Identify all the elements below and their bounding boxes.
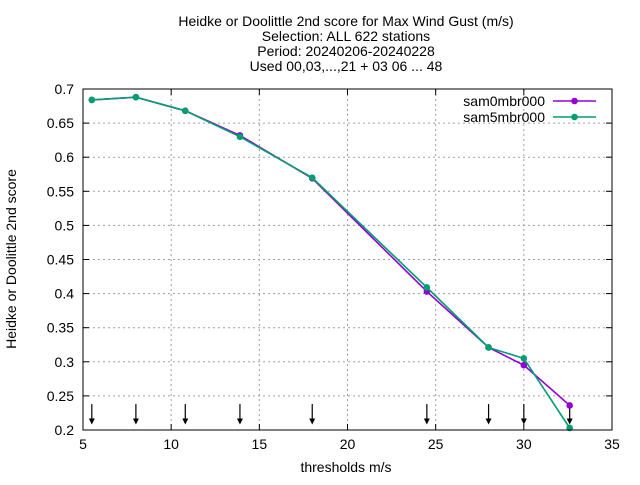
x-tick-label: 5 — [79, 436, 87, 452]
series-lines — [88, 93, 573, 432]
data-point — [520, 355, 528, 362]
y-tick-label: 0.45 — [47, 252, 74, 268]
axis-ticks: 5 10 15 20 25 30 35 0.2 0.25 0.3 0.35 0.4 0.45 0.5 0.5… — [47, 81, 620, 452]
data-point — [485, 344, 492, 351]
legend-marker — [571, 113, 578, 121]
title-line-3: Period: 20240206-20240228 — [257, 43, 435, 59]
threshold-arrow — [132, 404, 139, 425]
y-axis-label: Heidke or Doolittle 2nd score — [3, 169, 19, 349]
x-tick-label: 35 — [604, 436, 620, 452]
grid-lines — [83, 89, 612, 430]
legend-entry: sam0mbr000 — [463, 93, 596, 109]
legend-label: sam5mbr000 — [463, 109, 545, 125]
threshold-arrow — [309, 404, 316, 425]
y-tick-label: 0.2 — [55, 422, 75, 438]
y-tick-label: 0.7 — [55, 81, 75, 97]
plot-frame — [82, 88, 613, 431]
x-tick-label: 20 — [340, 436, 356, 452]
legend-label: sam0mbr000 — [463, 93, 545, 109]
y-tick-label: 0.5 — [55, 217, 75, 233]
y-tick-label: 0.6 — [55, 149, 75, 165]
data-point — [132, 93, 140, 101]
threshold-arrow — [485, 404, 492, 425]
y-tick-label: 0.65 — [47, 115, 74, 131]
x-tick-label: 25 — [428, 436, 444, 452]
x-tick-label: 15 — [252, 436, 268, 452]
y-tick-label: 0.55 — [47, 183, 74, 199]
title-line-2: Selection: ALL 622 stations — [262, 28, 430, 44]
data-point — [308, 174, 316, 181]
series-sam5mbr000 — [88, 93, 573, 432]
title-line-4: Used 00,03,...,21 + 03 06 ... 48 — [250, 58, 443, 74]
threshold-arrow — [236, 404, 243, 425]
threshold-arrow — [88, 404, 95, 425]
legend-entry: sam5mbr000 — [463, 109, 596, 125]
y-tick-label: 0.35 — [47, 320, 74, 336]
y-tick-label: 0.25 — [47, 388, 74, 404]
data-point — [520, 361, 528, 369]
series-line — [91, 96, 571, 429]
data-point — [423, 284, 431, 291]
x-tick-label: 30 — [516, 436, 532, 452]
chart-title: Heidke or Doolittle 2nd score for Max Wi… — [178, 13, 513, 74]
threshold-arrow — [182, 404, 189, 425]
data-point — [88, 96, 96, 104]
legend-marker — [571, 97, 578, 105]
threshold-arrow — [423, 404, 430, 425]
data-point — [566, 402, 573, 409]
series-sam0mbr000 — [88, 93, 573, 409]
x-axis-label: thresholds m/s — [300, 459, 391, 475]
data-point — [181, 107, 189, 115]
title-line-1: Heidke or Doolittle 2nd score for Max Wi… — [178, 13, 513, 29]
y-tick-label: 0.4 — [55, 286, 75, 302]
threshold-markers — [88, 404, 573, 425]
x-tick-label: 10 — [163, 436, 179, 452]
threshold-arrow — [520, 404, 527, 425]
series-line — [91, 96, 571, 407]
y-tick-label: 0.3 — [55, 354, 75, 370]
data-point — [236, 133, 244, 141]
